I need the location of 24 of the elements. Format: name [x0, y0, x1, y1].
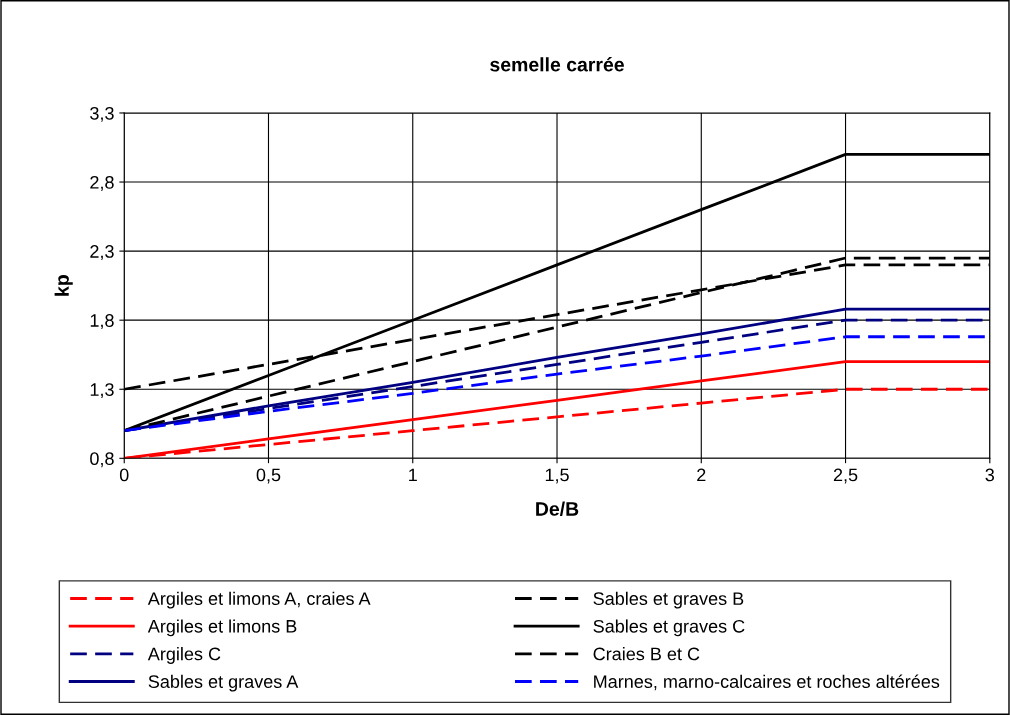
legend-label: Marnes, marno-calcaires et roches altérées [594, 674, 940, 691]
chart-title: semelle carrée [490, 57, 624, 72]
y-tick-label: 2,8 [90, 175, 114, 191]
y-tick-label: 1,8 [90, 314, 114, 330]
x-axis-title: De/B [536, 501, 579, 517]
y-tick-label: 2,3 [90, 245, 114, 260]
y-tick-label: 1,3 [90, 383, 114, 399]
x-tick-label: 1,5 [545, 468, 569, 484]
x-tick-label: 2,5 [833, 468, 858, 484]
y-tick-label: 3,3 [90, 106, 114, 122]
legend-label: Sables et graves C [593, 619, 745, 637]
legend-label: Argiles et limons B [147, 619, 297, 637]
legend-label: Sables et graves B [593, 591, 744, 609]
y-tick-label: 0,8 [90, 452, 114, 468]
x-tick-label: 2 [697, 468, 706, 482]
legend-label: Argiles et limons A, craies A [147, 591, 371, 609]
legend-label: Argiles C [147, 647, 221, 664]
x-tick-label: 0,5 [256, 468, 281, 484]
legend-label: Sables et graves A [148, 674, 299, 692]
x-tick-label: 3 [985, 468, 995, 482]
y-axis-title: kp [54, 275, 73, 296]
legend-label: Craies B et C [593, 647, 700, 661]
x-tick-label: 1 [409, 468, 417, 482]
x-tick-label: 0 [119, 468, 129, 482]
